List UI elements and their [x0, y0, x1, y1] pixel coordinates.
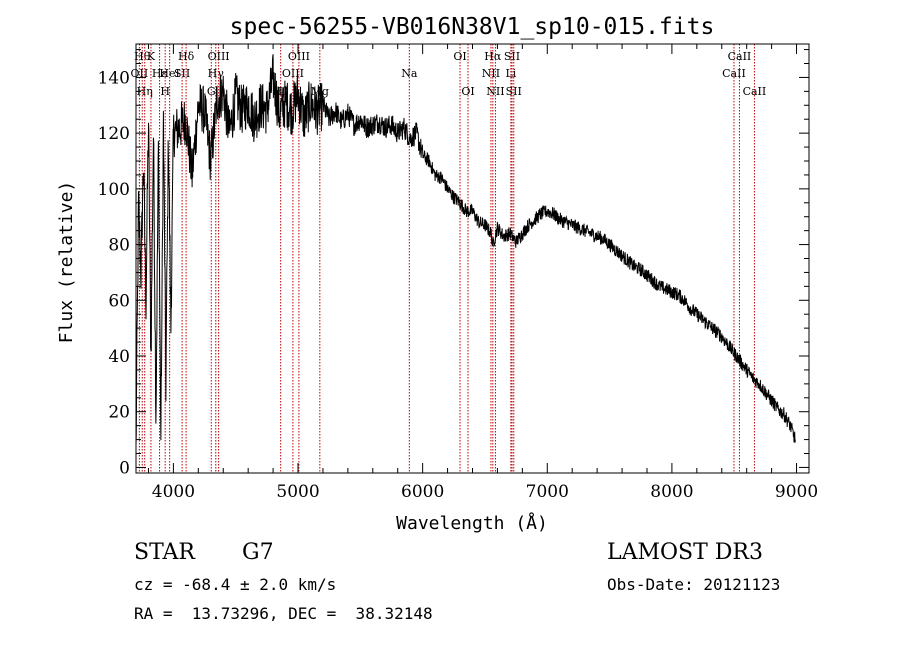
y-tick-label-0: 0	[119, 458, 130, 478]
flux-series-line	[135, 54, 796, 445]
y-tick-label-5: 100	[98, 180, 130, 200]
line-label-22: Li	[505, 67, 516, 80]
line-label-6: Hη	[137, 85, 153, 98]
plot-frame	[135, 43, 810, 474]
line-label-14: OIII	[288, 50, 310, 63]
y-tick-label-4: 80	[108, 236, 130, 256]
line-label-17: OI	[453, 50, 466, 63]
observation-date: Obs-Date: 20121123	[607, 575, 781, 594]
y-axis: 0 20 40 60 80 100 120 140	[98, 49, 809, 478]
line-label-3: H	[160, 85, 170, 98]
x-axis: 4000 5000 6000 7000 8000 9000	[147, 44, 818, 502]
line-label-7: SII	[174, 67, 190, 80]
line-label-27: CaII	[743, 85, 767, 98]
line-label-20: Hα	[484, 50, 502, 63]
line-label-9: Hγ	[208, 67, 225, 80]
line-label-4: OII	[131, 67, 149, 80]
y-tick-label-1: 20	[108, 403, 130, 423]
redshift-velocity: cz = -68.4 ± 2.0 km/s	[134, 575, 337, 594]
line-label-24: SII	[506, 85, 522, 98]
y-tick-label-7: 140	[98, 68, 130, 88]
x-tick-label-0: 4000	[152, 482, 195, 502]
line-label-1: K	[147, 50, 156, 63]
x-tick-label-3: 7000	[526, 482, 569, 502]
line-label-26: CaII	[728, 50, 752, 63]
x-axis-label: Wavelength (Å)	[396, 512, 548, 534]
line-label-8: Hδ	[178, 50, 195, 63]
line-label-25: CaII	[722, 67, 746, 80]
x-tick-label-1: 5000	[276, 482, 319, 502]
line-label-23: SII	[504, 50, 520, 63]
y-tick-label-2: 40	[108, 347, 130, 367]
y-axis-label: Flux (relative)	[56, 181, 77, 344]
object-subclass: G7	[242, 540, 274, 565]
x-tick-label-4: 8000	[650, 482, 693, 502]
line-label-21: NII	[486, 85, 504, 98]
line-label-16: Na	[401, 67, 418, 80]
y-tick-label-6: 120	[98, 124, 130, 144]
line-label-10: OIII	[208, 50, 230, 63]
line-label-0: Hθ	[134, 50, 151, 63]
chart-title: spec-56255-VB016N38V1_sp10-015.fits	[230, 14, 715, 40]
line-label-2: Hε	[152, 67, 168, 80]
line-label-13: OIII	[282, 67, 304, 80]
line-label-19: NII	[482, 67, 500, 80]
line-label-5: HeI	[159, 67, 179, 80]
line-label-18: OI	[461, 85, 474, 98]
sky-coordinates: RA = 13.73296, DEC = 38.32148	[134, 604, 433, 623]
line-label-11: G	[207, 85, 216, 98]
x-tick-label-2: 6000	[401, 482, 444, 502]
object-class: STAR	[134, 540, 195, 565]
survey-name: LAMOST DR3	[607, 540, 763, 565]
x-tick-label-5: 9000	[775, 482, 818, 502]
y-tick-label-3: 60	[108, 291, 130, 311]
